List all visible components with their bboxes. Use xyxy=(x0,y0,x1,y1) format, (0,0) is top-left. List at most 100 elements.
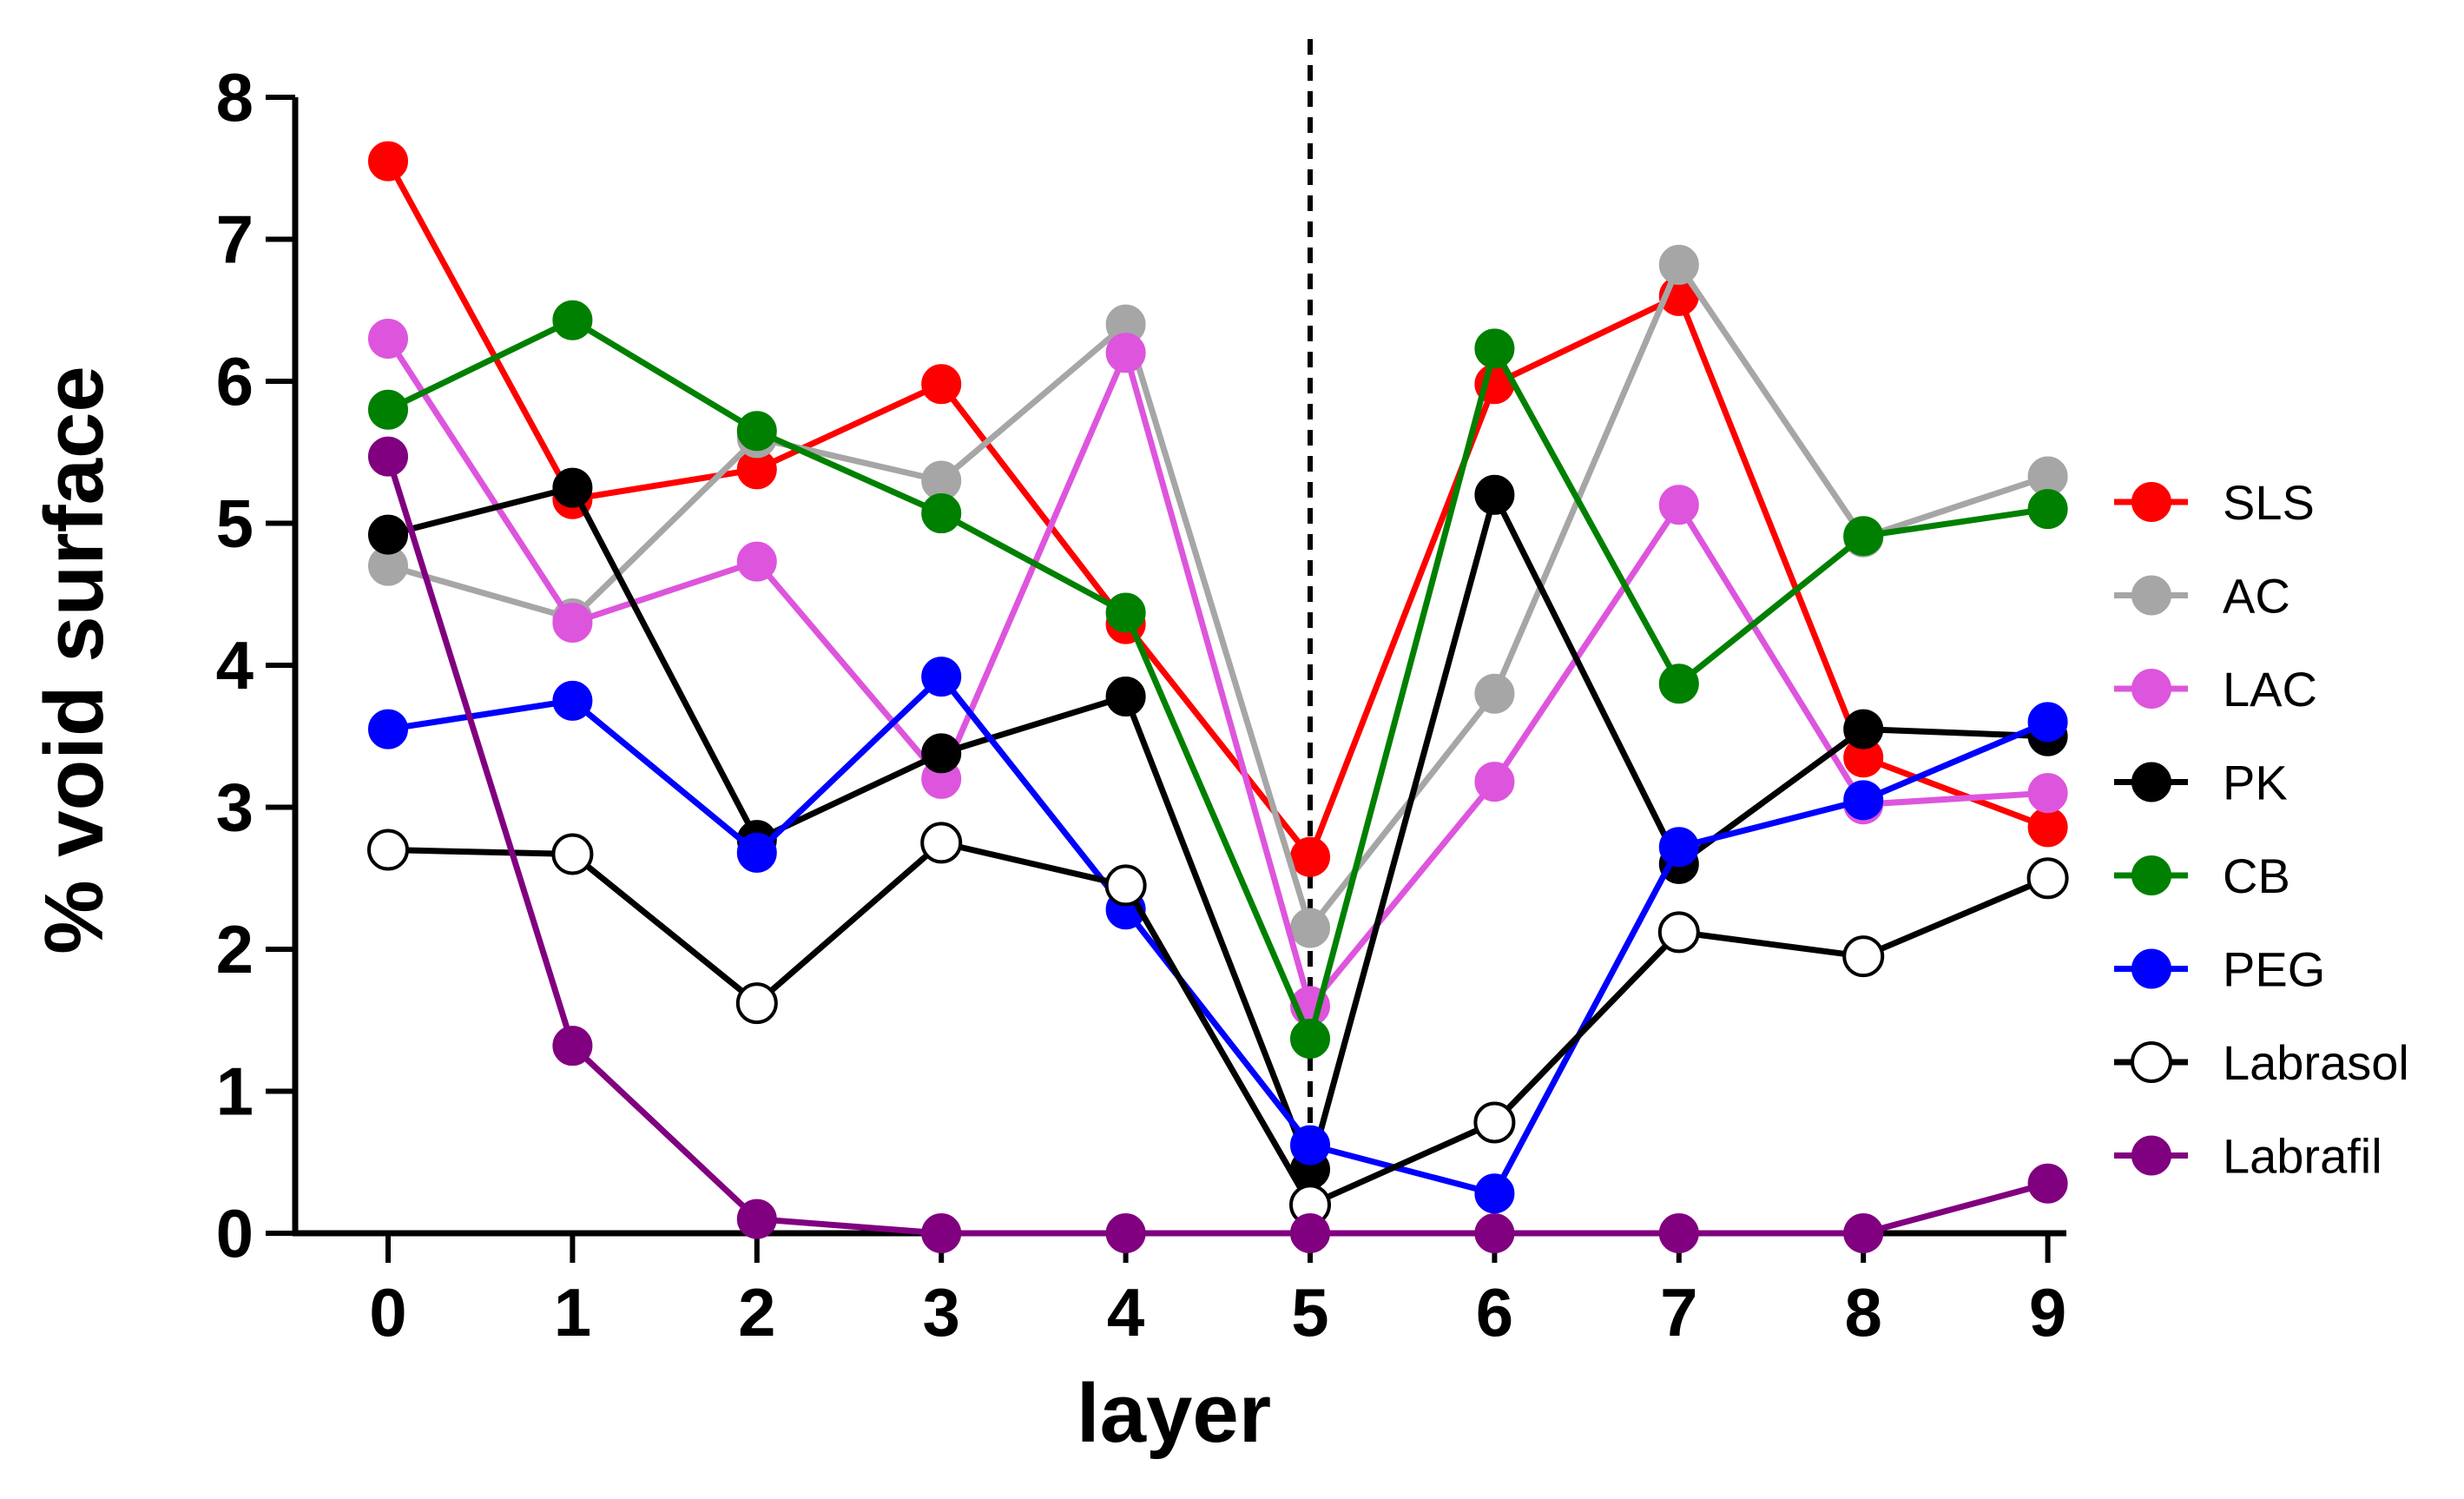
data-point-labrafil xyxy=(1290,1213,1330,1253)
data-point-labrafil xyxy=(1474,1213,1515,1253)
data-point-peg xyxy=(1290,1125,1330,1166)
y-tick-label: 6 xyxy=(216,343,254,419)
data-point-sls xyxy=(2027,807,2068,848)
y-tick-label: 0 xyxy=(216,1195,254,1271)
data-point-lac xyxy=(736,541,777,582)
series-line-sls xyxy=(385,159,2049,861)
data-point-cb xyxy=(2027,489,2068,530)
legend-item-pk: PK xyxy=(2114,756,2288,810)
series-ac xyxy=(368,244,2068,948)
series-labrasol xyxy=(367,822,2069,1226)
x-tick-label: 1 xyxy=(554,1274,591,1350)
y-tick-label: 5 xyxy=(216,485,254,562)
data-point-lac xyxy=(1105,333,1146,373)
y-tick-label: 3 xyxy=(216,769,254,846)
data-point-labrafil xyxy=(368,436,408,477)
legend-marker xyxy=(2131,948,2171,989)
legend-label: CB xyxy=(2223,849,2290,903)
legend-marker xyxy=(2131,575,2171,616)
series-layer xyxy=(367,141,2069,1253)
legend-label: Labrasol xyxy=(2223,1035,2409,1090)
data-point-cb xyxy=(921,493,962,534)
data-point-cb xyxy=(736,411,777,452)
legend-label: Labrafil xyxy=(2223,1129,2382,1184)
series-line-lac xyxy=(385,337,2048,1009)
data-point-peg xyxy=(552,680,593,721)
data-point-cb xyxy=(1474,328,1515,369)
y-tick-label: 7 xyxy=(216,201,254,278)
legend-marker xyxy=(2131,855,2171,895)
series-cb xyxy=(368,300,2068,1060)
data-point-sls xyxy=(1290,836,1330,877)
x-tick-label: 0 xyxy=(369,1274,406,1350)
series-labrafil xyxy=(368,436,2068,1253)
data-point-peg xyxy=(736,832,777,873)
data-point-lac xyxy=(1658,485,1699,525)
series-line-labrafil xyxy=(385,455,2049,1237)
legend-label: SLS xyxy=(2223,475,2315,530)
data-point-ac xyxy=(1658,244,1699,285)
data-point-pk xyxy=(1105,676,1146,716)
x-tick-label: 3 xyxy=(923,1274,960,1350)
legend-item-peg: PEG xyxy=(2114,942,2325,997)
data-point-ac xyxy=(1290,908,1330,948)
legend-item-sls: SLS xyxy=(2114,475,2315,530)
x-tick-label: 7 xyxy=(1660,1274,1697,1350)
data-point-peg xyxy=(368,709,408,750)
data-point-peg xyxy=(921,657,962,697)
data-point-labrafil xyxy=(2027,1163,2068,1204)
legend-item-lac: LAC xyxy=(2114,662,2317,716)
data-point-labrafil xyxy=(921,1213,962,1253)
data-point-cb xyxy=(1105,592,1146,633)
legend-item-labrafil: Labrafil xyxy=(2114,1129,2382,1184)
x-tick-label: 9 xyxy=(2029,1274,2066,1350)
data-point-labrasol xyxy=(551,833,594,875)
x-tick-label: 6 xyxy=(1476,1274,1513,1350)
series-line-ac xyxy=(387,261,2049,931)
data-point-sls xyxy=(368,141,408,182)
data-point-lac xyxy=(2027,773,2068,814)
legend-marker xyxy=(2131,1135,2171,1176)
legend-label: AC xyxy=(2223,569,2290,624)
legend-label: LAC xyxy=(2223,662,2317,716)
data-point-cb xyxy=(1658,664,1699,704)
y-tick-label: 4 xyxy=(216,627,254,703)
data-point-cb xyxy=(368,389,408,430)
legend-marker xyxy=(2131,762,2171,802)
data-point-peg xyxy=(1474,1173,1515,1214)
legend-item-ac: AC xyxy=(2114,569,2290,624)
data-point-labrafil xyxy=(1658,1213,1699,1253)
x-tick-label: 8 xyxy=(1845,1274,1882,1350)
series-line-cb xyxy=(386,317,2049,1042)
data-point-ac xyxy=(1474,673,1515,714)
legend-label: PEG xyxy=(2223,942,2325,997)
data-point-labrasol xyxy=(920,822,963,864)
series-line-peg xyxy=(387,673,2049,1197)
y-axis-title: % void surface xyxy=(28,366,121,954)
data-point-cb xyxy=(1290,1019,1330,1060)
data-point-cb xyxy=(1843,516,1884,557)
data-point-labrasol xyxy=(1104,864,1147,907)
data-point-lac xyxy=(368,318,408,359)
x-tick-label: 5 xyxy=(1291,1274,1328,1350)
data-point-pk xyxy=(1843,709,1884,750)
series-line-labrasol xyxy=(387,839,2049,1208)
series-pk xyxy=(368,467,2068,1190)
y-tick-label: 1 xyxy=(216,1053,254,1130)
data-point-labrafil xyxy=(1843,1213,1884,1253)
series-line-pk xyxy=(387,485,2048,1172)
series-lac xyxy=(368,318,2068,1027)
data-point-peg xyxy=(1843,780,1884,821)
data-point-labrasol xyxy=(1842,935,1885,978)
data-point-labrafil xyxy=(736,1199,777,1239)
legend: SLS AC LAC PK CB PEG Labrasol Labrafil xyxy=(2114,475,2409,1184)
legend-marker xyxy=(2131,1041,2172,1083)
data-point-pk xyxy=(368,514,408,555)
data-point-lac xyxy=(1474,762,1515,802)
data-point-sls xyxy=(921,364,962,405)
data-point-labrafil xyxy=(1105,1213,1146,1253)
data-point-peg xyxy=(1658,827,1699,868)
data-point-labrasol xyxy=(735,982,778,1025)
x-tick-label: 2 xyxy=(738,1274,775,1350)
